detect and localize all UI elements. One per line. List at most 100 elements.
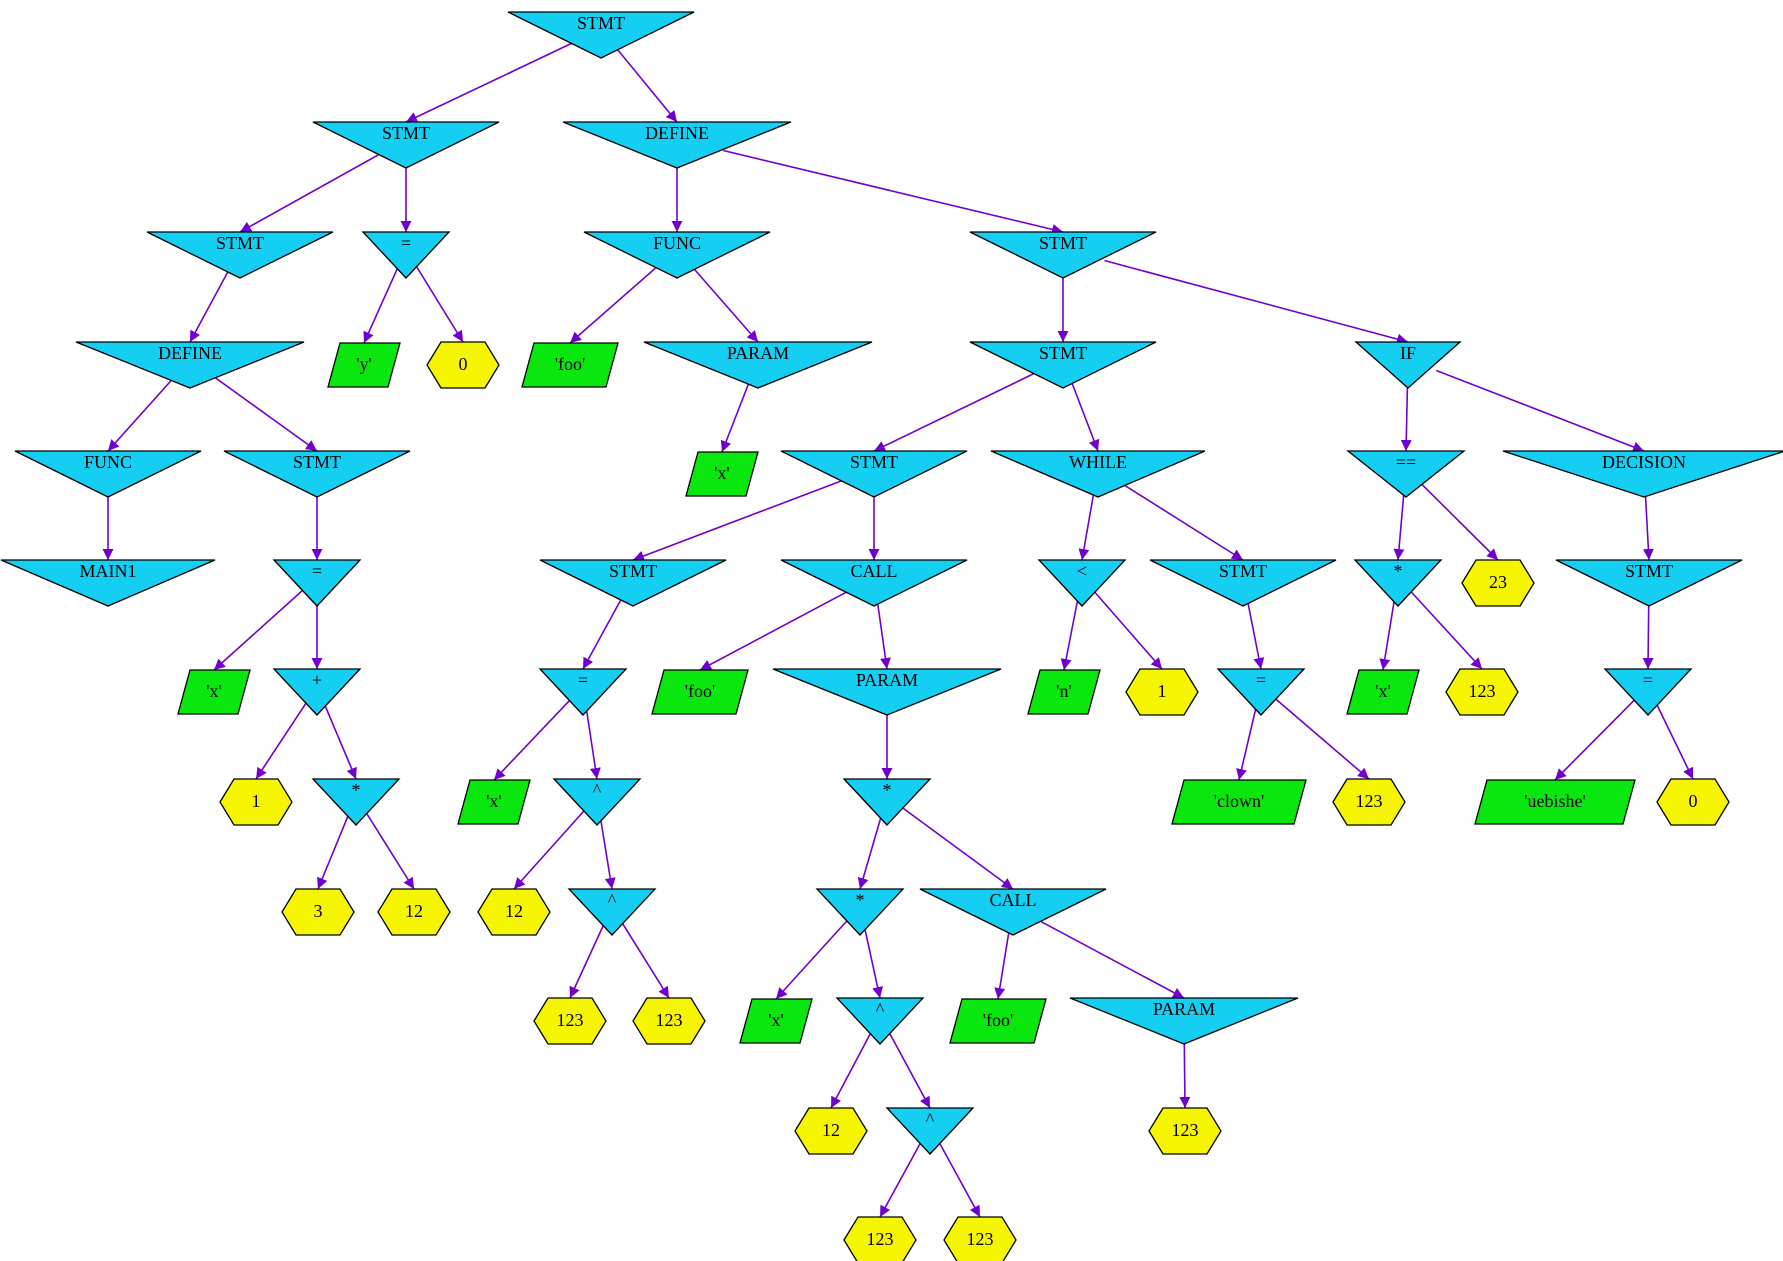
tree-node-num: 123 bbox=[843, 1216, 917, 1261]
edge-n25-n34 bbox=[699, 587, 854, 671]
edge-n3-n6 bbox=[107, 369, 181, 452]
node-label: 0 bbox=[1689, 791, 1698, 811]
tree-node-op: STMT bbox=[146, 231, 334, 279]
node-label: 'x' bbox=[714, 463, 730, 483]
tree-node-op: DECISION bbox=[1502, 450, 1783, 498]
node-label: 123 bbox=[1356, 791, 1383, 811]
node-label: 0 bbox=[459, 354, 468, 374]
tree-node-id: 'n' bbox=[1027, 669, 1101, 715]
edge-n38-n48 bbox=[1273, 696, 1370, 780]
node-shape-num bbox=[533, 997, 607, 1045]
tree-node-op: STMT bbox=[1149, 559, 1337, 607]
node-label: STMT bbox=[609, 561, 657, 581]
tree-node-num: 123 bbox=[1332, 778, 1406, 826]
tree-node-op: STMT bbox=[507, 11, 695, 59]
node-label: 'x' bbox=[768, 1010, 784, 1030]
tree-node-num: 123 bbox=[1148, 1107, 1222, 1155]
node-shape-id bbox=[1346, 669, 1420, 715]
tree-node-op: ^ bbox=[567, 888, 657, 936]
node-label: * bbox=[352, 780, 361, 800]
node-label: 123 bbox=[656, 1010, 683, 1030]
tree-node-op: * bbox=[842, 778, 932, 826]
node-label: STMT bbox=[850, 452, 898, 472]
tree-node-id: 'foo' bbox=[949, 998, 1047, 1044]
node-label: * bbox=[883, 780, 892, 800]
node-shape-num bbox=[377, 888, 451, 936]
node-shape-op bbox=[990, 450, 1206, 498]
node-label: ^ bbox=[593, 780, 602, 800]
tree-node-num: 123 bbox=[943, 1216, 1017, 1261]
node-shape-op bbox=[272, 559, 362, 607]
tree-node-num: 123 bbox=[632, 997, 706, 1045]
node-shape-op bbox=[312, 121, 500, 169]
node-label: PARAM bbox=[1153, 999, 1215, 1019]
node-shape-op bbox=[815, 888, 905, 936]
node-shape-num bbox=[794, 1107, 868, 1155]
tree-node-op: PARAM bbox=[643, 341, 873, 389]
node-label: 1 bbox=[1158, 681, 1167, 701]
node-shape-op bbox=[1037, 559, 1127, 607]
tree-node-id: 'x' bbox=[457, 779, 531, 825]
node-label: STMT bbox=[1219, 561, 1267, 581]
tree-node-num: 0 bbox=[426, 341, 500, 389]
node-shape-op bbox=[842, 778, 932, 826]
edge-n5-n9 bbox=[363, 260, 402, 344]
edge-n60-n63 bbox=[830, 1026, 875, 1109]
node-shape-op bbox=[552, 778, 642, 826]
node-label: = bbox=[401, 233, 411, 253]
node-label: 12 bbox=[505, 901, 523, 921]
node-label: STMT bbox=[216, 233, 264, 253]
tree-node-op: STMT bbox=[1555, 559, 1743, 607]
node-shape-id bbox=[1171, 779, 1307, 825]
node-shape-op bbox=[0, 559, 216, 607]
node-label: 123 bbox=[1469, 681, 1496, 701]
node-shape-num bbox=[1148, 1107, 1222, 1155]
edge-n32-n42 bbox=[255, 697, 311, 780]
node-shape-op bbox=[885, 1107, 975, 1155]
edge-n41-n50 bbox=[1652, 697, 1694, 780]
node-shape-op bbox=[311, 778, 401, 826]
tree-node-op: STMT bbox=[539, 559, 727, 607]
node-shape-id bbox=[457, 779, 531, 825]
node-shape-op bbox=[835, 997, 925, 1045]
node-shape-num bbox=[1125, 668, 1199, 716]
node-shape-op bbox=[567, 888, 657, 936]
node-label: * bbox=[856, 890, 865, 910]
node-shape-id bbox=[949, 998, 1047, 1044]
node-label: 'n' bbox=[1056, 681, 1072, 701]
node-label: 12 bbox=[822, 1120, 840, 1140]
tree-node-op: DEFINE bbox=[75, 341, 305, 389]
edge-n28-n40 bbox=[1407, 587, 1483, 670]
node-label: 123 bbox=[1172, 1120, 1199, 1140]
tree-node-id: 'foo' bbox=[521, 342, 619, 388]
node-shape-id bbox=[651, 669, 749, 715]
edge-n4-n3 bbox=[189, 260, 235, 343]
edge-n64-n66 bbox=[935, 1136, 981, 1218]
node-shape-op bbox=[223, 450, 411, 498]
tree-node-op: < bbox=[1037, 559, 1127, 607]
node-shape-op bbox=[562, 121, 792, 169]
node-label: PARAM bbox=[727, 343, 789, 363]
node-shape-id bbox=[327, 342, 401, 388]
node-label: STMT bbox=[1039, 233, 1087, 253]
node-label: ^ bbox=[876, 999, 885, 1019]
tree-node-op: ^ bbox=[835, 997, 925, 1045]
node-label: CALL bbox=[990, 890, 1037, 910]
edges-layer bbox=[102, 39, 1694, 1218]
node-shape-op bbox=[643, 341, 873, 389]
edge-n13-n14 bbox=[1104, 259, 1409, 345]
nodes-layer: STMT STMT DEFINE STMT = FUNC STMT DEFINE 'y' 0 'fo… bbox=[0, 11, 1783, 1261]
node-shape-num bbox=[632, 997, 706, 1045]
node-label: 'x' bbox=[206, 681, 222, 701]
node-shape-op bbox=[14, 450, 202, 498]
node-label: = bbox=[1643, 670, 1653, 690]
node-label: * bbox=[1394, 561, 1403, 581]
edge-n18-n24 bbox=[632, 478, 846, 562]
node-shape-op bbox=[780, 559, 968, 607]
node-shape-num bbox=[1332, 778, 1406, 826]
tree-node-id: 'foo' bbox=[651, 669, 749, 715]
node-shape-num bbox=[943, 1216, 1017, 1261]
tree-node-num: 123 bbox=[1445, 668, 1519, 716]
edge-n23-n31 bbox=[213, 587, 306, 671]
